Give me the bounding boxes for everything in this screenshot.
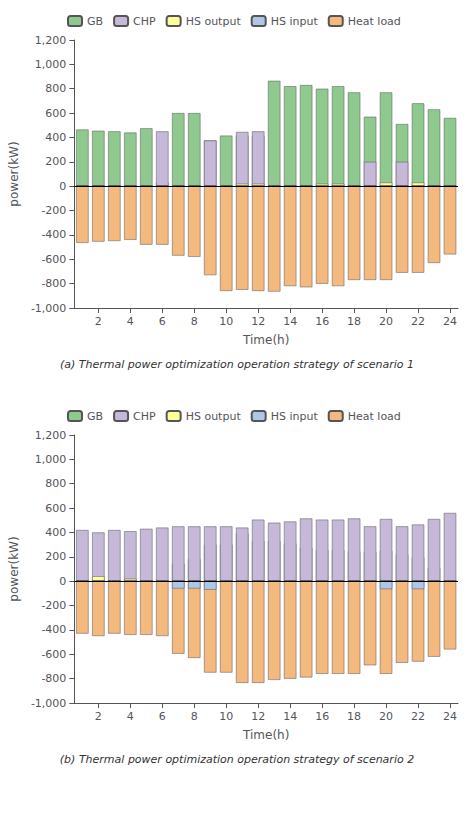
svg-text:(b) Thermal power optimization: (b) Thermal power optimization operation…: [60, 753, 414, 766]
svg-text:4: 4: [127, 710, 134, 723]
svg-text:HS output: HS output: [186, 15, 242, 28]
svg-text:GB: GB: [87, 410, 103, 423]
svg-text:6: 6: [159, 710, 166, 723]
svg-text:2: 2: [95, 710, 102, 723]
svg-text:600: 600: [45, 502, 66, 515]
svg-text:-400: -400: [41, 228, 66, 241]
svg-text:HS input: HS input: [271, 410, 319, 423]
svg-text:18: 18: [347, 710, 361, 723]
svg-text:GB: GB: [87, 15, 103, 28]
svg-text:6: 6: [159, 315, 166, 328]
svg-text:-600: -600: [41, 253, 66, 266]
svg-text:600: 600: [45, 107, 66, 120]
svg-text:(a) Thermal power optimization: (a) Thermal power optimization operation…: [60, 358, 414, 371]
svg-text:-800: -800: [41, 672, 66, 685]
svg-text:800: 800: [45, 82, 66, 95]
svg-text:14: 14: [283, 315, 297, 328]
svg-text:HS input: HS input: [271, 15, 319, 28]
svg-text:-800: -800: [41, 277, 66, 290]
svg-text:12: 12: [251, 315, 265, 328]
svg-text:24: 24: [443, 710, 457, 723]
svg-text:10: 10: [219, 315, 233, 328]
svg-text:0: 0: [59, 575, 66, 588]
svg-text:1,200: 1,200: [35, 34, 67, 47]
svg-text:0: 0: [59, 180, 66, 193]
svg-text:16: 16: [315, 315, 329, 328]
svg-text:8: 8: [191, 315, 198, 328]
svg-text:-200: -200: [41, 204, 66, 217]
svg-text:24: 24: [443, 315, 457, 328]
svg-text:22: 22: [411, 710, 425, 723]
svg-text:-200: -200: [41, 599, 66, 612]
svg-text:400: 400: [45, 526, 66, 539]
svg-text:1,000: 1,000: [35, 453, 67, 466]
svg-text:-1,000: -1,000: [31, 302, 66, 315]
svg-text:22: 22: [411, 315, 425, 328]
svg-text:20: 20: [379, 710, 393, 723]
svg-text:HS output: HS output: [186, 410, 242, 423]
svg-text:8: 8: [191, 710, 198, 723]
svg-text:Time(h): Time(h): [242, 333, 289, 347]
svg-text:power(kW): power(kW): [7, 141, 21, 206]
svg-text:14: 14: [283, 710, 297, 723]
svg-text:18: 18: [347, 315, 361, 328]
svg-text:10: 10: [219, 710, 233, 723]
svg-text:800: 800: [45, 477, 66, 490]
svg-text:20: 20: [379, 315, 393, 328]
svg-text:power(kW): power(kW): [7, 536, 21, 601]
svg-text:-400: -400: [41, 623, 66, 636]
svg-text:Heat load: Heat load: [348, 15, 401, 28]
svg-text:4: 4: [127, 315, 134, 328]
svg-text:1,000: 1,000: [35, 58, 67, 71]
svg-text:CHP: CHP: [133, 15, 156, 28]
svg-text:1,200: 1,200: [35, 429, 67, 442]
svg-text:12: 12: [251, 710, 265, 723]
svg-text:16: 16: [315, 710, 329, 723]
svg-text:-600: -600: [41, 648, 66, 661]
svg-text:400: 400: [45, 131, 66, 144]
svg-text:200: 200: [45, 550, 66, 563]
svg-text:2: 2: [95, 315, 102, 328]
svg-text:Heat load: Heat load: [348, 410, 401, 423]
svg-text:CHP: CHP: [133, 410, 156, 423]
svg-text:-1,000: -1,000: [31, 697, 66, 710]
svg-text:200: 200: [45, 155, 66, 168]
svg-text:Time(h): Time(h): [242, 728, 289, 742]
